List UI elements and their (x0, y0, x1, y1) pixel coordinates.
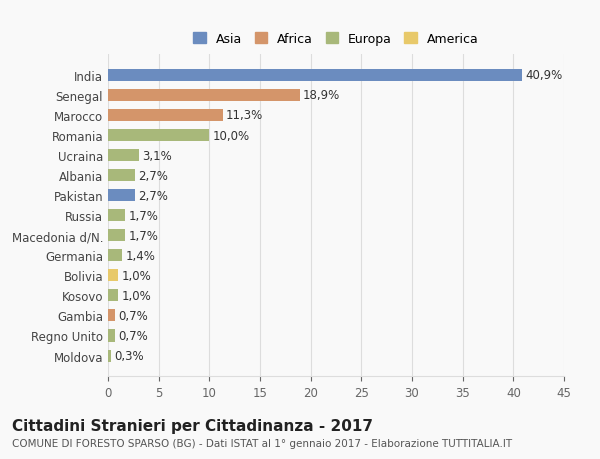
Bar (108, 110, 223, 122)
Bar (108, 250, 122, 262)
Text: 10,0%: 10,0% (212, 129, 250, 142)
Bar (108, 190, 136, 202)
Text: 1,7%: 1,7% (128, 209, 158, 222)
Bar (108, 310, 115, 322)
Text: 1,0%: 1,0% (121, 289, 151, 302)
Bar (108, 150, 139, 162)
Text: Cittadini Stranieri per Cittadinanza - 2017: Cittadini Stranieri per Cittadinanza - 2… (12, 418, 373, 433)
Text: 3,1%: 3,1% (142, 149, 172, 162)
Bar (108, 330, 115, 342)
Text: 2,7%: 2,7% (139, 169, 168, 182)
Text: 1,4%: 1,4% (125, 249, 155, 262)
Bar (108, 130, 209, 142)
Text: 40,9%: 40,9% (526, 69, 563, 82)
Text: COMUNE DI FORESTO SPARSO (BG) - Dati ISTAT al 1° gennaio 2017 - Elaborazione TUT: COMUNE DI FORESTO SPARSO (BG) - Dati IST… (12, 438, 512, 448)
Text: 1,7%: 1,7% (128, 229, 158, 242)
Legend: Asia, Africa, Europa, America: Asia, Africa, Europa, America (190, 29, 482, 50)
Bar (108, 290, 118, 302)
Text: 0,3%: 0,3% (114, 349, 144, 362)
Text: 18,9%: 18,9% (302, 89, 340, 102)
Text: 0,7%: 0,7% (118, 329, 148, 342)
Bar (108, 170, 136, 182)
Bar (108, 210, 125, 222)
Text: 0,7%: 0,7% (118, 309, 148, 322)
Text: 2,7%: 2,7% (139, 189, 168, 202)
Bar (108, 90, 299, 102)
Text: 1,0%: 1,0% (121, 269, 151, 282)
Bar (108, 230, 125, 242)
Bar (108, 350, 111, 362)
Bar (108, 70, 523, 82)
Text: 11,3%: 11,3% (226, 109, 263, 122)
Bar (108, 270, 118, 282)
